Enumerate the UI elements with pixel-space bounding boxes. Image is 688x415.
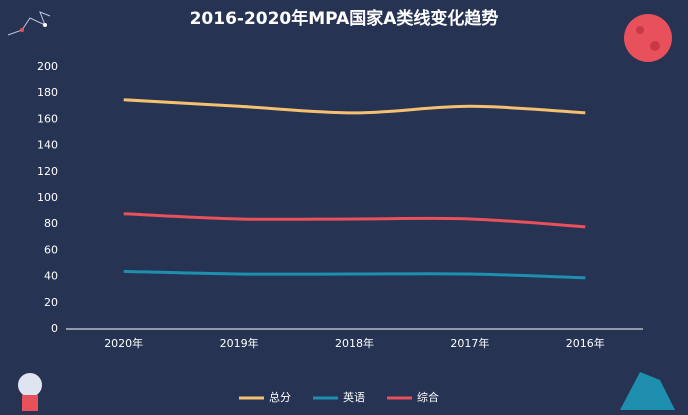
legend-label: 英语 — [343, 390, 365, 404]
y-tick-label: 140 — [37, 139, 58, 152]
y-tick-label: 80 — [44, 217, 58, 230]
y-tick-label: 60 — [44, 243, 58, 256]
legend-label: 综合 — [417, 390, 439, 404]
decoration — [7, 11, 675, 411]
y-tick-label: 0 — [51, 322, 58, 335]
x-tick-label: 2020年 — [104, 336, 143, 350]
y-tick-label: 160 — [37, 112, 58, 125]
y-tick-label: 120 — [37, 165, 58, 178]
chart-title: 2016-2020年MPA国家A类线变化趋势 — [190, 8, 499, 29]
x-tick-label: 2018年 — [335, 336, 374, 350]
y-tick-label: 40 — [44, 270, 58, 283]
x-tick-label: 2016年 — [566, 336, 605, 350]
y-tick-label: 20 — [44, 296, 58, 309]
line-series — [123, 212, 586, 229]
line-series — [123, 98, 586, 115]
y-tick-label: 200 — [37, 60, 58, 73]
x-tick-label: 2019年 — [220, 336, 259, 350]
line-series — [123, 269, 586, 280]
y-tick-label: 180 — [37, 86, 58, 99]
y-tick-label: 100 — [37, 191, 58, 204]
legend-label: 总分 — [269, 390, 291, 404]
x-tick-label: 2017年 — [450, 336, 489, 350]
